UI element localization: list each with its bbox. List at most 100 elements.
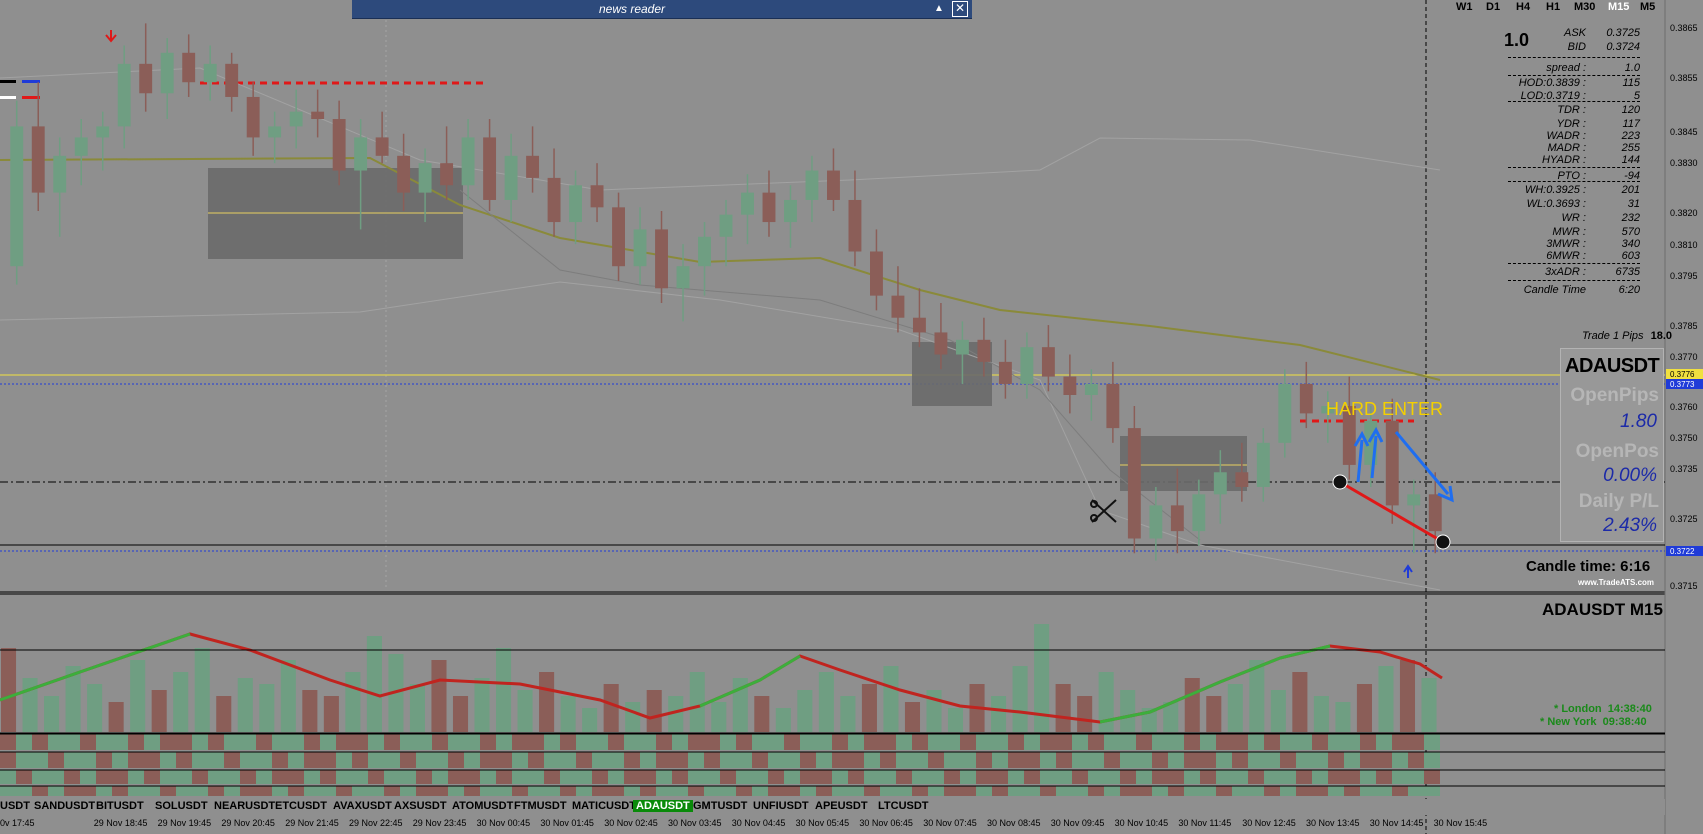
signal-strip-cell xyxy=(384,786,400,796)
info-row-0-label: spread : xyxy=(1546,62,1586,74)
candle-body xyxy=(117,63,131,127)
timeframe-m15[interactable]: M15 xyxy=(1608,1,1630,13)
symbol-tab-bitusdt[interactable]: BITUSDT xyxy=(96,800,144,812)
oscillator-bar xyxy=(302,690,318,732)
close-icon[interactable]: ✕ xyxy=(952,1,968,17)
minimize-icon[interactable]: ▲ xyxy=(934,3,944,14)
candle-body xyxy=(1213,472,1227,495)
signal-strip-cell xyxy=(624,752,640,768)
info-row-13: 3MWR : 340 xyxy=(1508,238,1640,251)
oscillator-bar xyxy=(65,666,81,732)
oscillator-bar xyxy=(668,696,684,732)
symbol-tab-solusdt[interactable]: SOLUSDT xyxy=(155,800,208,812)
symbol-tab-etcusdt[interactable]: ETCUSDT xyxy=(275,800,327,812)
candle-body xyxy=(354,137,368,171)
trade-exit-marker[interactable] xyxy=(1435,534,1451,550)
symbol-tab-axsusdt[interactable]: AXSUSDT xyxy=(394,800,447,812)
info-row-3-value: 120 xyxy=(1621,104,1640,116)
envelope-lower xyxy=(0,281,1441,591)
symbol-tab-maticusdt[interactable]: MATICUSDT xyxy=(572,800,636,812)
signal-strip-cell xyxy=(784,770,800,784)
symbol-tab-adausdt[interactable]: ADAUSDT xyxy=(633,800,693,812)
time-axis-label: 30 Nov 03:45 xyxy=(668,818,722,828)
signal-strip-cell xyxy=(1184,770,1200,784)
signal-strip-cell xyxy=(688,770,704,784)
signal-strip-cell xyxy=(256,786,272,796)
info-row-6-label: MADR : xyxy=(1547,142,1587,154)
signal-strip-cell xyxy=(192,770,208,784)
scissors-icon[interactable] xyxy=(1090,499,1117,523)
signal-strip-cell xyxy=(800,734,816,750)
signal-strip-cell xyxy=(944,752,960,768)
symbol-tab-ftmusdt[interactable]: FTMUSDT xyxy=(514,800,567,812)
signal-strip-cell xyxy=(400,786,416,796)
candle-body xyxy=(547,177,561,223)
signal-strip-cell xyxy=(1424,734,1440,750)
signal-strip-cell xyxy=(1344,770,1360,784)
timeframe-m30[interactable]: M30 xyxy=(1574,1,1596,13)
signal-strip-cell xyxy=(800,752,816,768)
news-reader-window[interactable]: news reader ▲ ✕ xyxy=(352,0,972,19)
symbol-tab-avaxusdt[interactable]: AVAXUSDT xyxy=(333,800,392,812)
signal-strip-cell xyxy=(976,734,992,750)
legend-swatch-blue xyxy=(22,80,40,83)
signal-strip-cell xyxy=(752,752,768,768)
timeframe-h1[interactable]: H1 xyxy=(1546,1,1561,13)
symbol-tab-unfiusdt[interactable]: UNFIUSDT xyxy=(753,800,809,812)
candle-body xyxy=(741,192,754,215)
signal-strip-cell xyxy=(368,734,384,750)
oscillator-bar xyxy=(366,636,382,732)
signal-strip-cell xyxy=(160,770,176,784)
info-row-12-value: 570 xyxy=(1621,226,1640,238)
signal-strip-cell xyxy=(592,752,608,768)
signal-strip-cell xyxy=(1088,734,1104,750)
signal-strip-cell xyxy=(464,786,480,796)
signal-strip-cell xyxy=(688,734,704,750)
symbol-tab-atomusdt[interactable]: ATOMUSDT xyxy=(452,800,514,812)
candle-body xyxy=(784,199,797,223)
signal-strip-cell xyxy=(272,786,288,796)
signal-strip-cell xyxy=(720,770,736,784)
signal-strips xyxy=(0,733,1665,796)
symbol-tab-usdt[interactable]: USDT xyxy=(0,800,30,812)
timeframe-d1[interactable]: D1 xyxy=(1486,1,1501,13)
symbol-tab-ltcusdt[interactable]: LTCUSDT xyxy=(878,800,929,812)
signal-strip-cell xyxy=(1344,752,1360,768)
symbol-tab-sandusdt[interactable]: SANDUSDT xyxy=(34,800,96,812)
candle-body xyxy=(1278,383,1292,443)
time-axis-label: 30 Nov 04:45 xyxy=(731,818,786,828)
signal-strip-cell xyxy=(1024,770,1040,784)
signal-strip-cell xyxy=(208,786,224,796)
symbol-tab-apeusdt[interactable]: APEUSDT xyxy=(815,800,868,812)
signal-strip-cell xyxy=(704,786,720,796)
signal-strip-cell xyxy=(1280,786,1296,796)
timeframe-w1[interactable]: W1 xyxy=(1456,1,1473,13)
signal-strip-cell xyxy=(736,752,752,768)
timeframe-h4[interactable]: H4 xyxy=(1516,1,1531,13)
candle-body xyxy=(1041,347,1055,377)
timeframe-m5[interactable]: M5 xyxy=(1640,1,1656,13)
symbol-tab-nearusdt[interactable]: NEARUSDT xyxy=(214,800,276,812)
symbol-tab-gmtusdt[interactable]: GMTUSDT xyxy=(693,800,748,812)
signal-strip-cell xyxy=(512,734,528,750)
oscillator-bar xyxy=(1399,660,1416,732)
info-row-0: spread : 1.0 xyxy=(1508,62,1640,75)
signal-strip-cell xyxy=(1184,734,1200,750)
open-pips-value: 1.80 xyxy=(1620,411,1657,432)
signal-strip-cell xyxy=(624,786,640,796)
info-separator xyxy=(1508,75,1640,76)
signal-strip-cell xyxy=(304,752,320,768)
oscillator-bar xyxy=(452,696,469,732)
ask-row-label: ASK xyxy=(1563,27,1586,39)
oscillator-bar xyxy=(1313,696,1329,732)
signal-strip-cell xyxy=(240,734,256,750)
trade-entry-marker[interactable] xyxy=(1332,474,1348,490)
signal-strip-cell xyxy=(1232,734,1248,750)
signal-strip-cell xyxy=(416,752,432,768)
signal-strip-cell xyxy=(336,734,352,750)
signal-strip-cell xyxy=(1040,752,1056,768)
signal-strip-cell xyxy=(1104,752,1120,768)
info-row-5-label: WADR : xyxy=(1546,130,1586,142)
signal-strip-cell xyxy=(960,770,976,784)
